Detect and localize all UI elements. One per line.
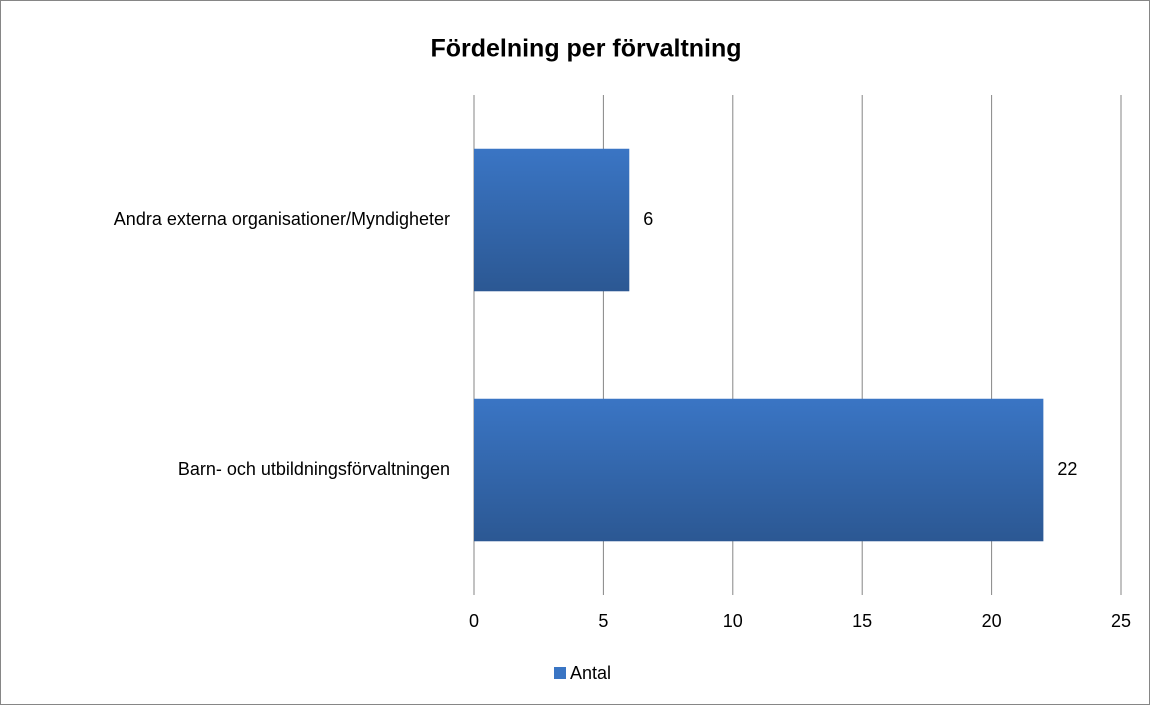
x-tick-label: 0 xyxy=(469,611,479,631)
data-label: 22 xyxy=(1057,459,1077,479)
x-tick-label: 25 xyxy=(1111,611,1131,631)
x-tick-label: 10 xyxy=(723,611,743,631)
x-tick-label: 5 xyxy=(598,611,608,631)
bar xyxy=(474,148,630,292)
x-tick-label: 15 xyxy=(852,611,872,631)
legend-swatch xyxy=(554,667,566,679)
data-label: 6 xyxy=(643,209,653,229)
legend-label: Antal xyxy=(570,663,611,683)
x-tick-label: 20 xyxy=(982,611,1002,631)
chart-title: Fördelning per förvaltning xyxy=(430,35,741,63)
bar xyxy=(474,398,1044,542)
y-tick-label: Barn- och utbildningsförvaltningen xyxy=(178,459,450,479)
y-tick-label: Andra externa organisationer/Myndigheter xyxy=(114,209,450,229)
